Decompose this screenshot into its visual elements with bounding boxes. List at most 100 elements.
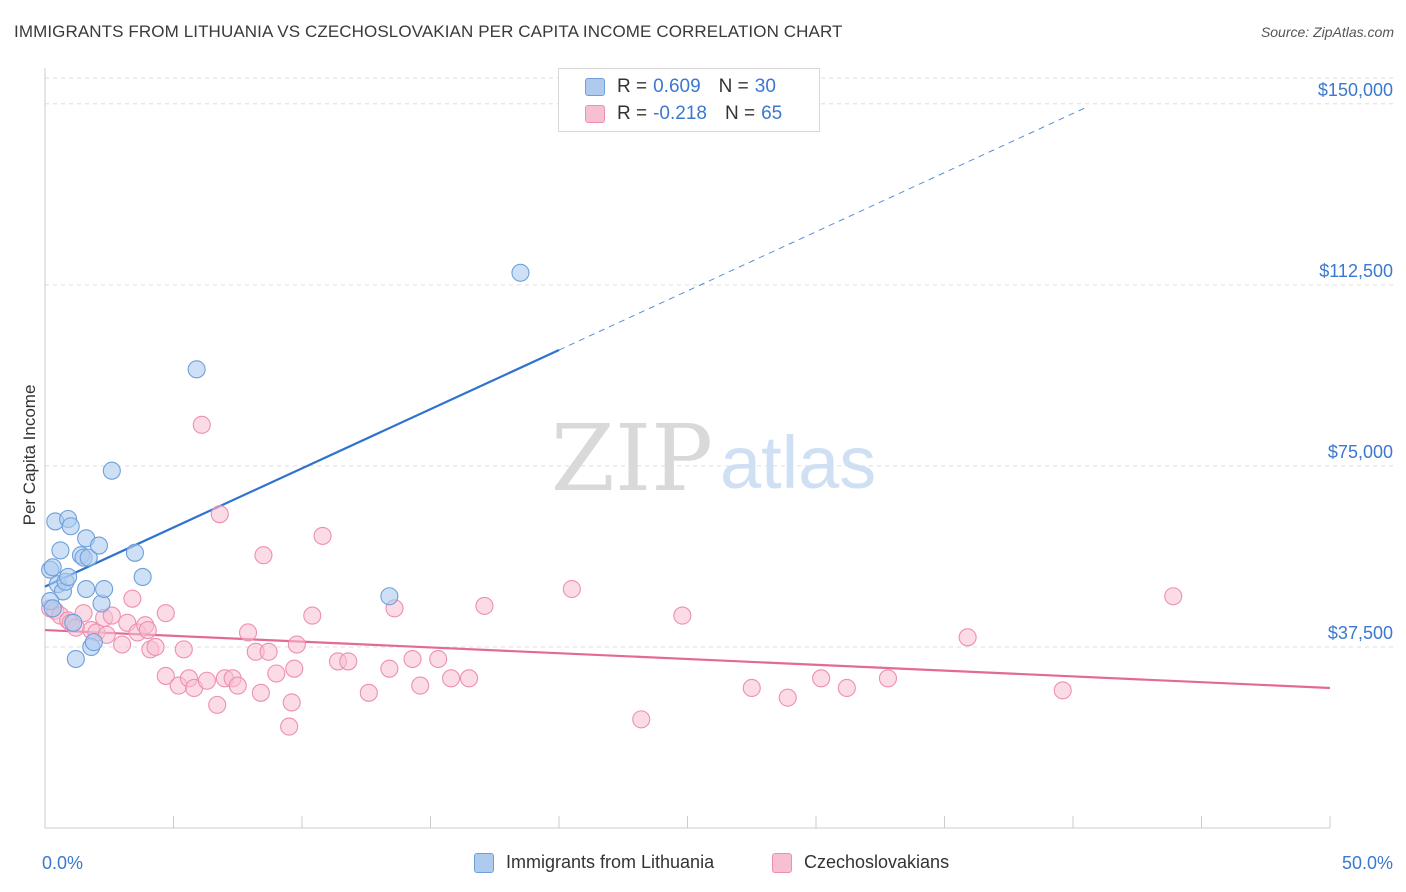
point-czechoslovakians <box>113 635 132 654</box>
x-tick-label-max: 50.0% <box>1342 853 1393 873</box>
y-tick-label: $150,000 <box>1318 80 1393 100</box>
point-lithuania <box>125 543 144 562</box>
point-lithuania <box>511 263 530 282</box>
x-tick-label-min: 0.0% <box>42 853 83 873</box>
grid-lines <box>45 77 1395 648</box>
point-czechoslovakians <box>313 526 332 545</box>
point-czechoslovakians <box>303 606 322 625</box>
point-czechoslovakians <box>380 659 399 678</box>
point-czechoslovakians <box>228 676 247 695</box>
watermark-atlas: atlas <box>720 421 876 504</box>
trend-line-lithuania <box>44 349 560 588</box>
legend-swatch-pink <box>772 852 792 873</box>
legend-label-czechoslovakians: Czechoslovakians <box>804 852 950 872</box>
point-czechoslovakians <box>156 604 175 623</box>
point-czechoslovakians <box>238 623 258 642</box>
point-czechoslovakians <box>359 683 378 702</box>
point-lithuania <box>43 558 62 577</box>
point-czechoslovakians <box>174 640 193 659</box>
point-czechoslovakians <box>280 717 299 736</box>
point-czechoslovakians <box>197 671 216 690</box>
point-lithuania <box>133 567 152 586</box>
watermark-zip: ZIP <box>551 405 713 512</box>
point-lithuania <box>79 548 98 567</box>
point-czechoslovakians <box>210 505 229 524</box>
legend-r-value: -0.218 <box>653 103 707 124</box>
legend-n-value: 30 <box>754 76 776 97</box>
point-czechoslovakians <box>459 669 479 688</box>
point-lithuania <box>64 613 83 632</box>
point-czechoslovakians <box>878 669 898 688</box>
legend-swatch-blue <box>585 78 605 96</box>
point-czechoslovakians <box>146 637 165 656</box>
point-czechoslovakians <box>251 683 270 702</box>
legend-n-label: N = <box>724 103 756 124</box>
trend-line-czechoslovakians <box>44 628 1331 690</box>
point-czechoslovakians <box>285 659 304 678</box>
point-czechoslovakians <box>254 546 273 565</box>
y-tick-label: $112,500 <box>1319 261 1393 281</box>
legend-item-lithuania[interactable]: Immigrants from Lithuania <box>474 852 714 873</box>
y-tick-label: $37,500 <box>1328 623 1393 643</box>
point-czechoslovakians <box>673 606 692 625</box>
watermark: ZIP atlas <box>551 405 876 512</box>
legend-r-value: 0.609 <box>653 76 701 97</box>
legend-label-lithuania: Immigrants from Lithuania <box>506 852 715 872</box>
point-czechoslovakians <box>192 415 211 434</box>
legend-swatch-pink <box>585 105 605 123</box>
legend-r-label: R = <box>617 103 648 124</box>
legend-r-label: R = <box>617 76 648 97</box>
point-czechoslovakians <box>282 693 301 712</box>
point-lithuania <box>380 587 399 606</box>
point-lithuania <box>84 633 103 652</box>
point-czechoslovakians <box>339 652 358 671</box>
series-legend: Immigrants from Lithuania Czechoslovakia… <box>0 852 1406 878</box>
point-czechoslovakians <box>742 678 761 698</box>
point-czechoslovakians <box>403 649 422 669</box>
point-lithuania <box>61 517 80 536</box>
trend-lines <box>44 107 1331 690</box>
legend-row-czechoslovakians: R = -0.218 N = 65 <box>585 101 782 127</box>
legend-swatch-blue <box>474 852 494 873</box>
point-lithuania <box>187 360 206 379</box>
point-lithuania <box>77 579 96 599</box>
point-czechoslovakians <box>208 695 227 714</box>
point-lithuania <box>89 536 109 555</box>
axis-labels: $37,500 $75,000 $112,500 $150,000 0.0% 50.0% P… <box>20 80 1393 873</box>
point-czechoslovakians <box>1053 681 1072 700</box>
point-czechoslovakians <box>156 666 175 685</box>
point-czechoslovakians <box>411 676 430 695</box>
legend-item-czechoslovakians[interactable]: Czechoslovakians <box>772 852 949 873</box>
point-czechoslovakians <box>429 649 448 669</box>
point-lithuania <box>102 461 121 480</box>
point-czechoslovakians <box>267 664 286 683</box>
point-czechoslovakians <box>778 688 797 707</box>
point-czechoslovakians <box>812 669 831 688</box>
point-lithuania <box>43 599 62 618</box>
legend-n-value: 65 <box>761 103 783 124</box>
legend-n-label: N = <box>718 76 749 97</box>
point-czechoslovakians <box>475 596 494 615</box>
point-czechoslovakians <box>259 642 278 661</box>
point-lithuania <box>59 567 78 586</box>
chart-title: IMMIGRANTS FROM LITHUANIA VS CZECHOSLOVA… <box>14 22 843 41</box>
legend-row-lithuania: R = 0.609 N = 30 <box>585 74 776 100</box>
point-czechoslovakians <box>958 628 977 647</box>
point-czechoslovakians <box>632 710 651 729</box>
point-czechoslovakians <box>138 621 157 640</box>
trend-line-lithuania-extension <box>558 107 1087 351</box>
point-lithuania <box>66 649 85 669</box>
correlation-legend: R = 0.609 N = 30 R = -0.218 N = 65 <box>558 68 820 132</box>
axes <box>44 68 1331 829</box>
data-points <box>41 263 1183 736</box>
y-axis-label: Per Capita Income <box>20 385 39 526</box>
point-czechoslovakians <box>562 579 581 599</box>
point-czechoslovakians <box>102 606 121 625</box>
point-lithuania <box>51 541 70 560</box>
point-czechoslovakians <box>837 678 856 698</box>
y-tick-label: $75,000 <box>1328 442 1393 462</box>
point-czechoslovakians <box>287 635 306 654</box>
point-czechoslovakians <box>1164 587 1183 606</box>
point-czechoslovakians <box>442 669 461 688</box>
